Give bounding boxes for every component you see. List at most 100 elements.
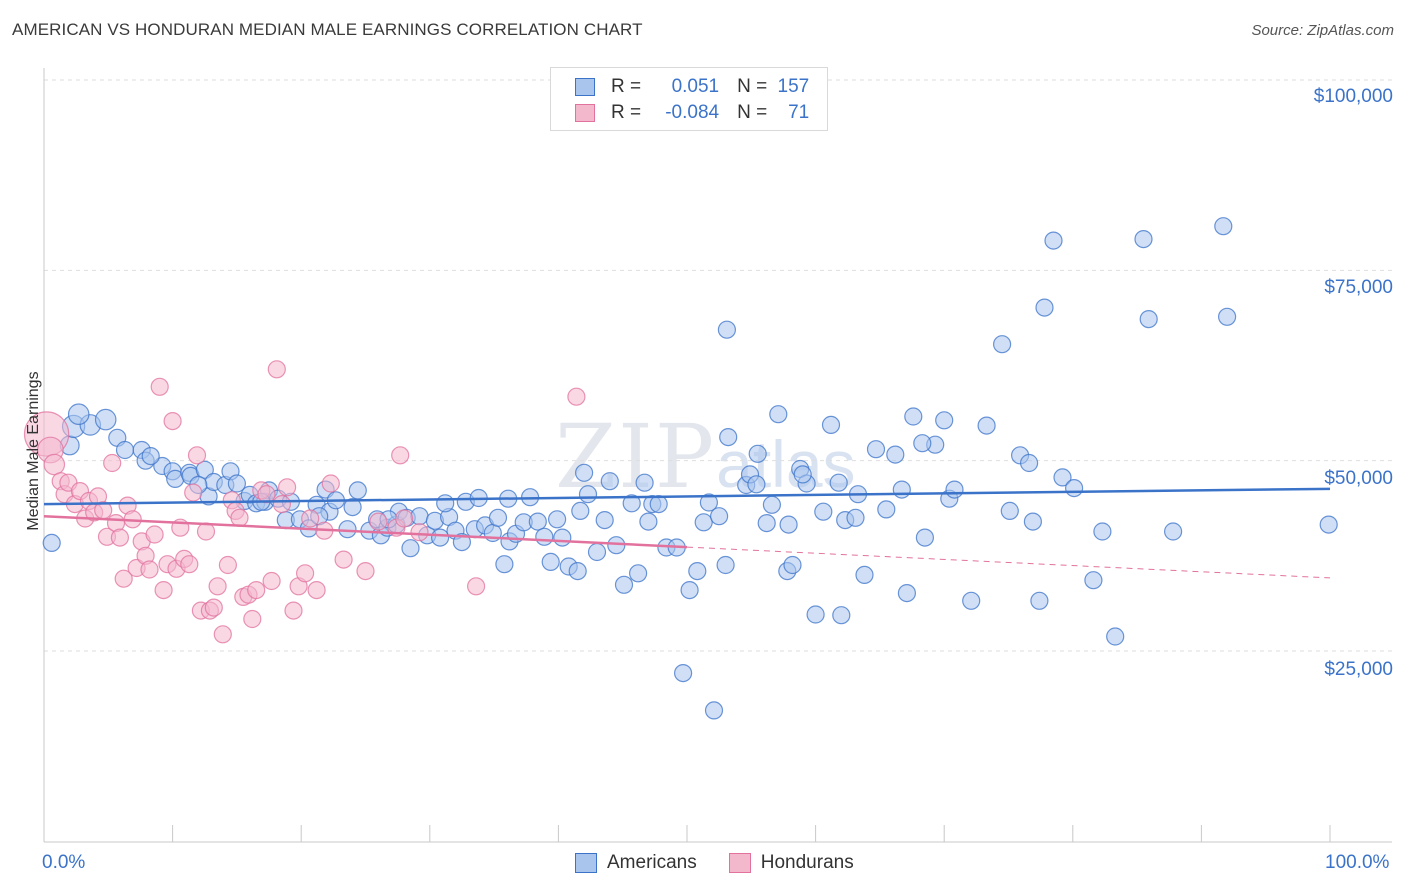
american-point (1019, 453, 1039, 473)
legend-n-value-americans: 157 (777, 76, 810, 97)
american-point (600, 472, 619, 491)
honduran-point (103, 453, 122, 473)
american-point (846, 508, 865, 527)
series-legend: Americans Hondurans (575, 852, 886, 874)
honduran-point (278, 478, 297, 497)
honduran-point (284, 601, 303, 620)
legend-r-value-hondurans: -0.084 (665, 102, 720, 123)
american-point (1035, 298, 1054, 317)
american-point (694, 513, 713, 532)
american-point (401, 539, 420, 558)
american-point (747, 475, 766, 494)
american-point (141, 447, 160, 466)
legend-n-label: N = (737, 102, 768, 123)
legend-item-hondurans[interactable]: Hondurans (728, 852, 854, 874)
honduran-point (334, 550, 353, 569)
source-label: Source: ZipAtlas.com (1251, 22, 1394, 39)
honduran-point (114, 569, 133, 588)
american-point (452, 532, 471, 552)
legend-r-label: R = (611, 76, 642, 97)
honduran-point (369, 512, 388, 531)
legend-r-label: R = (611, 102, 642, 123)
honduran-point (196, 522, 216, 541)
american-point (821, 415, 841, 434)
american-point (915, 528, 935, 547)
x-tick-label-min: 0.0% (42, 852, 86, 873)
american-point (348, 481, 367, 500)
honduran-point (272, 495, 291, 514)
american-point (992, 335, 1012, 354)
american-point (488, 508, 508, 527)
american-point (628, 564, 648, 583)
american-point (614, 575, 634, 594)
american-point (571, 501, 590, 520)
american-point (806, 605, 825, 624)
american-point (227, 474, 246, 493)
honduran-point (296, 564, 315, 583)
american-point (680, 580, 699, 600)
honduran-point (410, 523, 429, 542)
american-point (1163, 522, 1183, 541)
american-point (829, 473, 848, 492)
honduran-point (247, 580, 266, 600)
honduran-point (43, 453, 66, 476)
honduran-point (243, 609, 262, 629)
american-point (1084, 571, 1103, 590)
legend-row-hondurans: R = -0.084 N = 71 (575, 101, 809, 125)
american-point (1319, 515, 1338, 534)
american-point (541, 552, 560, 572)
american-point (431, 528, 450, 547)
american-point (1214, 217, 1233, 236)
american-point (762, 495, 782, 514)
american-point (1134, 230, 1153, 249)
american-point (495, 555, 514, 574)
honduran-point (567, 387, 586, 406)
american-point (1030, 591, 1049, 610)
american-point (115, 440, 135, 460)
american-point (877, 500, 896, 519)
honduran-point (262, 571, 281, 591)
legend-swatch-hondurans (575, 104, 595, 122)
american-point (195, 460, 214, 479)
honduran-point (356, 561, 375, 581)
american-point (704, 701, 724, 720)
honduran-point (307, 580, 326, 600)
american-point (568, 561, 587, 581)
y-tick-label-100000: $100,000 (1313, 86, 1393, 107)
american-point (622, 494, 641, 513)
american-point (42, 533, 61, 553)
honduran-point (257, 485, 276, 504)
y-tick-label-25000: $25,000 (1324, 659, 1393, 680)
american-point (1023, 512, 1043, 531)
honduran-point (395, 509, 414, 528)
legend-swatch-americans (575, 853, 597, 873)
american-point (94, 408, 117, 431)
american-point (866, 440, 886, 459)
legend-n-label: N = (737, 76, 768, 97)
american-point (67, 403, 90, 425)
honduran-trendline-extension (686, 546, 1331, 579)
american-point (748, 444, 767, 463)
legend-item-americans[interactable]: Americans (575, 852, 697, 874)
american-point (1106, 627, 1125, 646)
honduran-point (140, 560, 159, 579)
honduran-point (267, 360, 286, 379)
american-point (338, 520, 357, 539)
american-point (436, 494, 455, 513)
honduran-point (110, 528, 130, 547)
american-point (553, 528, 572, 547)
american-point (673, 663, 693, 683)
honduran-point (150, 377, 169, 396)
honduran-trendline (43, 514, 688, 549)
american-point (343, 498, 362, 517)
american-point (855, 565, 874, 585)
honduran-point (208, 577, 227, 596)
american-point (547, 510, 567, 529)
american-point (717, 320, 737, 339)
american-point (709, 507, 729, 526)
american-point (945, 480, 964, 499)
american-point (769, 405, 788, 424)
american-point (892, 480, 911, 499)
honduran-point (391, 446, 410, 465)
